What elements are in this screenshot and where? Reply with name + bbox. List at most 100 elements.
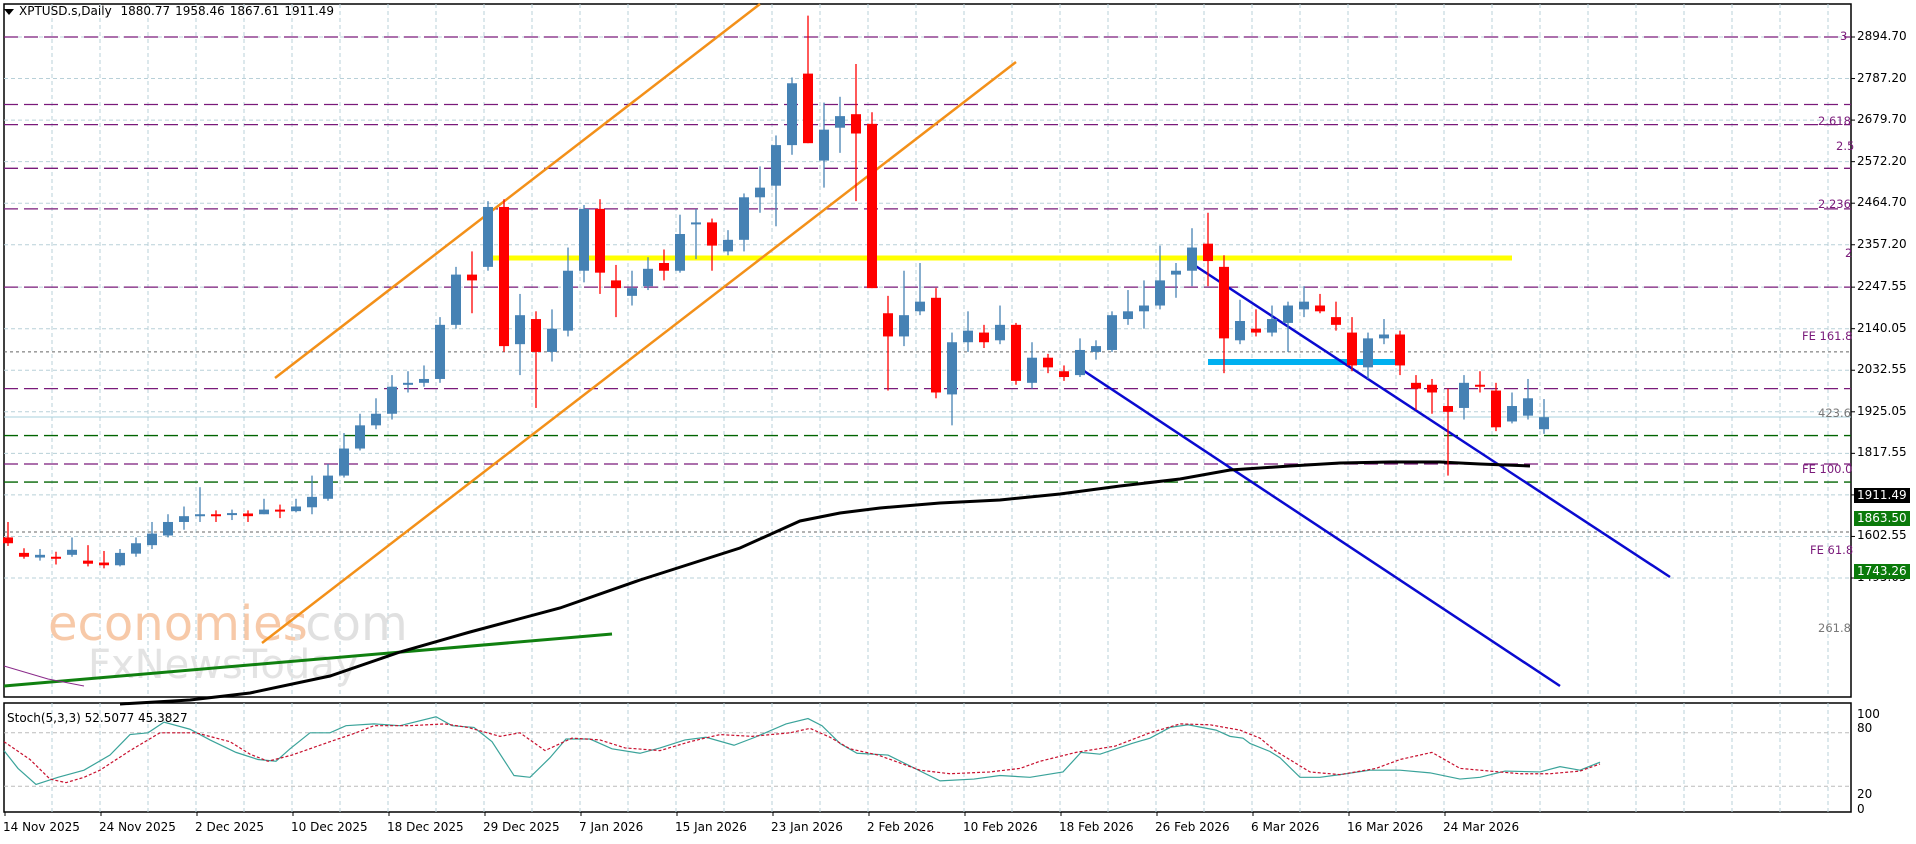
candle-bear: [467, 274, 477, 281]
price-axis-label: 2140.05: [1857, 320, 1907, 335]
candle-bull: [515, 315, 525, 345]
open-value: 1880.77: [120, 4, 171, 18]
date-axis-label: 23 Jan 2026: [771, 820, 843, 834]
candle-bull: [483, 206, 493, 267]
candle-bull: [1235, 320, 1245, 341]
candle-bull: [1379, 334, 1389, 339]
candle-bear: [275, 509, 285, 512]
candle-bull: [963, 330, 973, 343]
candle-bear: [19, 552, 29, 557]
candle-bull: [67, 549, 77, 555]
candle-bull: [1267, 319, 1277, 333]
candle-bull: [739, 197, 749, 240]
candle-bull: [1187, 247, 1197, 271]
orange-channel-lower: [261, 61, 1017, 644]
stoch-axis-80: 80: [1857, 721, 1873, 735]
price-axis-label: 2679.70: [1857, 112, 1907, 127]
date-axis-label: 2 Feb 2026: [867, 820, 935, 834]
fib-label-2618: 2.618: [1818, 114, 1851, 128]
candle-bull: [1459, 382, 1469, 408]
candle-bull: [419, 378, 429, 383]
candle-bull: [1539, 417, 1549, 430]
fib-label-4236: 423.6: [1818, 406, 1851, 420]
collapse-triangle-icon[interactable]: [4, 8, 14, 15]
candle-bull: [227, 513, 237, 516]
symbol-label: XPTUSD.s,Daily: [19, 4, 112, 18]
candle-bear: [1059, 371, 1069, 378]
candle-bull: [915, 301, 925, 312]
candle-bear: [1315, 305, 1325, 312]
fib-label-fe1618: FE 161.8: [1802, 329, 1853, 343]
candle-bull: [307, 496, 317, 508]
candle-bull: [547, 328, 557, 352]
date-axis-label: 16 Mar 2026: [1347, 820, 1424, 834]
current-price-tag: 1911.49: [1854, 488, 1910, 503]
date-axis-label: 10 Dec 2025: [291, 820, 368, 834]
candle-bull: [1027, 357, 1037, 383]
candle-bull: [899, 315, 909, 337]
candle-bear: [3, 537, 13, 544]
candle-bull: [291, 506, 301, 512]
candle-bull: [147, 533, 157, 546]
candle-bear: [1011, 324, 1021, 381]
candle-bull: [1091, 346, 1101, 352]
fib-label-2: 2: [1845, 246, 1853, 260]
low-value: 1867.61: [229, 4, 280, 18]
chart-header: XPTUSD.s,Daily 1880.77 1958.46 1867.61 1911…: [4, 4, 339, 18]
stoch-signal-line: [3, 723, 1601, 784]
date-axis-label: 14 Nov 2025: [3, 820, 80, 834]
fib-label-fe100: FE 100.0: [1802, 462, 1853, 476]
candle-bull: [675, 234, 685, 271]
price-axis-label: 1602.55: [1857, 528, 1907, 543]
level-tag-1863: 1863.50: [1854, 511, 1910, 526]
candle-bull: [1507, 406, 1517, 422]
price-axis-label: 2032.55: [1857, 362, 1907, 377]
moving-average-line: [119, 460, 1531, 706]
candle-bull: [947, 342, 957, 395]
candle-bull: [195, 514, 205, 517]
candle-bull: [1299, 301, 1309, 310]
candle-bear: [595, 208, 605, 273]
candle-bull: [387, 386, 397, 414]
candle-bull: [403, 382, 413, 385]
candle-bull: [1171, 270, 1181, 275]
price-axis-label: 2357.20: [1857, 236, 1907, 251]
stoch-axis-0: 0: [1857, 802, 1865, 816]
watermark-fxnewstoday: FxNewsToday: [88, 642, 358, 688]
candle-bull: [435, 324, 445, 379]
candle-bull: [579, 208, 589, 271]
blue-channel-lower: [1077, 365, 1561, 688]
date-axis-label: 24 Mar 2026: [1443, 820, 1520, 834]
candle-bull: [1075, 349, 1085, 376]
candle-bear: [1203, 243, 1213, 262]
candle-bull: [259, 509, 269, 515]
blue-channel-upper: [1187, 259, 1671, 579]
candle-bear: [99, 562, 109, 566]
level-tag-1743: 1743.26: [1854, 564, 1910, 579]
candle-bull: [1107, 315, 1117, 350]
candle-bull: [643, 268, 653, 287]
candle-bull: [819, 129, 829, 161]
candle-bear: [931, 297, 941, 393]
fib-label-2618-ext: 261.8: [1818, 621, 1851, 635]
date-axis-label: 7 Jan 2026: [579, 820, 644, 834]
candle-bear: [611, 280, 621, 289]
candle-bear: [83, 560, 93, 564]
date-axis-label: 6 Mar 2026: [1251, 820, 1320, 834]
candle-bull: [1363, 338, 1373, 368]
price-axis-label: 1925.05: [1857, 403, 1907, 418]
candle-bull: [35, 554, 45, 558]
candle-bull: [835, 116, 845, 128]
stoch-plot-frame: [3, 702, 1852, 813]
candle-bear: [531, 319, 541, 352]
candle-bear: [1475, 384, 1485, 387]
candle-bear: [1491, 390, 1501, 428]
price-axis-label: 2894.70: [1857, 29, 1907, 43]
candle-bull: [1523, 398, 1533, 416]
candle-bear: [851, 114, 861, 134]
candle-bear: [51, 556, 61, 559]
date-axis-label: 18 Dec 2025: [387, 820, 464, 834]
candle-bull: [995, 324, 1005, 341]
